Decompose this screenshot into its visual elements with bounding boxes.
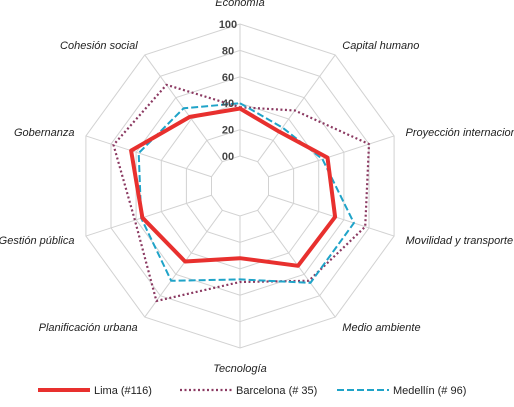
tick-labels: 00 20 40 60 80 100 <box>219 19 237 163</box>
series-medellin <box>137 102 355 284</box>
axis-label-gestion-publica: Gestión pública <box>0 235 75 247</box>
tick-label-00: 00 <box>222 151 234 163</box>
series-barcelona <box>112 83 371 303</box>
axis-label-capital-humano: Capital humano <box>342 40 419 52</box>
legend-label-barcelona: Barcelona (# 35) <box>236 385 317 397</box>
spoke-gobernanza <box>85 135 212 178</box>
tick-label-60: 60 <box>222 72 234 84</box>
axis-label-planificacion-urbana: Planificación urbana <box>39 322 138 334</box>
axis-label-cohesion-social: Cohesión social <box>60 40 138 52</box>
spoke-proyeccion-internacional <box>268 135 395 178</box>
tick-label-80: 80 <box>222 45 234 57</box>
legend-label-medellin: Medellín (# 96) <box>393 385 466 397</box>
legend-label-lima: Lima (#116) <box>94 385 152 397</box>
spoke-gestion-publica <box>85 194 212 237</box>
radar-series <box>112 83 371 303</box>
axis-label-economia: Economía <box>215 0 265 9</box>
spoke-movilidad-y-transporte <box>268 194 395 237</box>
axis-label-proyeccion-internacional: Proyección internacional <box>406 127 514 139</box>
grid-ring-00 <box>211 155 269 217</box>
axis-label-movilidad-y-transporte: Movilidad y transporte <box>406 235 514 247</box>
axis-label-tecnologia: Tecnología <box>213 363 266 375</box>
tick-label-40: 40 <box>222 98 234 110</box>
radar-axes <box>85 24 395 348</box>
legend: Lima (#116) Barcelona (# 35) Medellín (# 9… <box>38 385 466 397</box>
axis-labels: Economía Capital humano Proyección interna… <box>0 0 514 375</box>
axis-label-medio-ambiente: Medio ambiente <box>342 322 420 334</box>
spoke-planificacion-urbana <box>144 209 223 318</box>
series-lima <box>129 106 338 268</box>
spoke-capital-humano <box>257 54 336 163</box>
axis-label-gobernanza: Gobernanza <box>14 127 75 139</box>
tick-label-100: 100 <box>219 19 237 31</box>
tick-label-20: 20 <box>222 125 234 137</box>
